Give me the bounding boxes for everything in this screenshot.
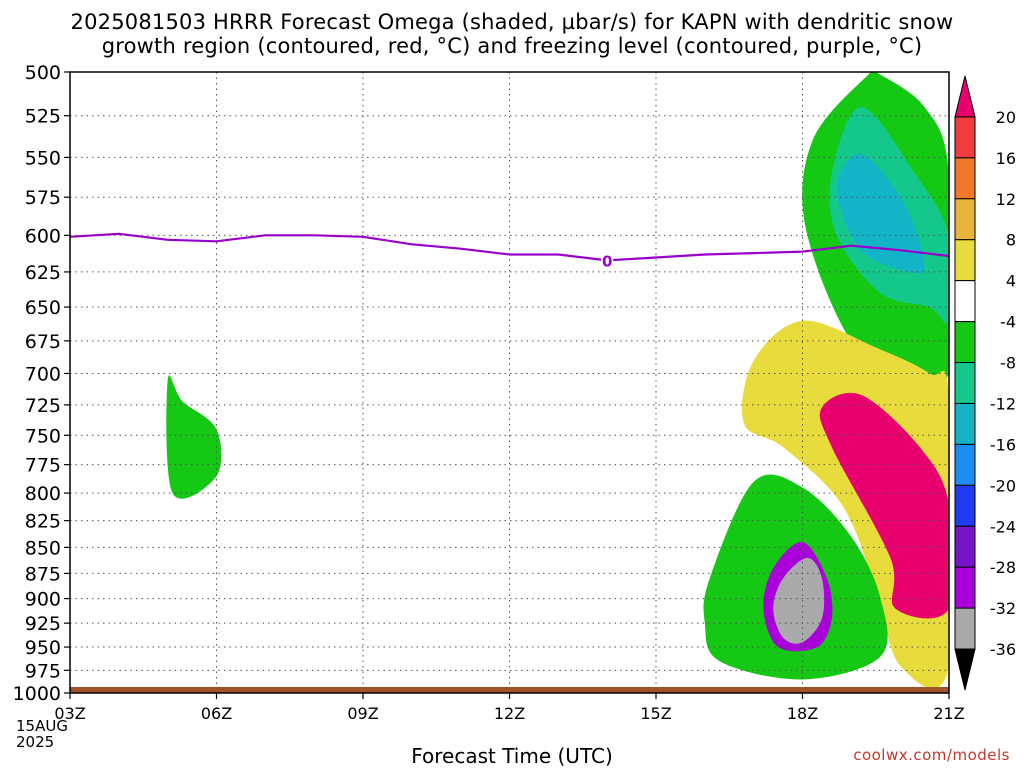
omega-region-3 xyxy=(836,153,925,274)
x-tick-label-03Z: 03Z xyxy=(54,704,85,723)
colorbar-bin-1 xyxy=(954,116,976,159)
y-tick-label-850: 850 xyxy=(25,537,61,559)
omega-region-0 xyxy=(166,375,222,499)
x-tick-label-15Z: 15Z xyxy=(640,704,671,723)
omega-shading xyxy=(166,72,949,689)
freezing-label-bg xyxy=(601,252,614,269)
colorbar-label-20: 20 xyxy=(996,108,1016,127)
colorbar-bin-4 xyxy=(954,239,976,282)
x-tick-label-12Z: 12Z xyxy=(494,704,525,723)
colorbar-label--36: -36 xyxy=(990,640,1016,659)
y-tick-label-675: 675 xyxy=(25,331,61,353)
freezing-line xyxy=(69,232,950,262)
grid xyxy=(70,72,949,693)
colorbar-label--8: -8 xyxy=(1000,354,1016,373)
y-tick-label-725: 725 xyxy=(25,395,61,417)
colorbar-bin-0 xyxy=(954,75,976,118)
freezing-level-contour: 0 xyxy=(69,232,950,270)
colorbar-bin-12 xyxy=(954,566,976,609)
colorbar-bin-11 xyxy=(954,525,976,568)
x-axis-label: Forecast Time (UTC) xyxy=(411,744,613,768)
omega-region-8 xyxy=(773,557,825,644)
date-line1: 15AUG xyxy=(16,717,68,735)
x-axis: 03Z 06Z 09Z 12Z 15Z 18Z 21Z xyxy=(54,693,965,723)
colorbar-bin-9 xyxy=(954,443,976,486)
y-tick-label-550: 550 xyxy=(25,147,61,169)
y-tick-label-800: 800 xyxy=(25,483,61,505)
y-tick-label-750: 750 xyxy=(25,425,61,447)
x-tick-label-21Z: 21Z xyxy=(933,704,964,723)
y-tick-label-1000: 1000 xyxy=(13,683,61,705)
colorbar-label--4: -4 xyxy=(1000,313,1016,332)
colorbar-bin-6 xyxy=(954,321,976,364)
chart-title-line1: 2025081503 HRRR Forecast Omega (shaded, … xyxy=(70,10,954,34)
x-tick-label-09Z: 09Z xyxy=(347,704,378,723)
freezing-label: 0 xyxy=(602,252,612,270)
y-tick-label-625: 625 xyxy=(25,262,61,284)
colorbar-label-4: 4 xyxy=(1006,272,1016,291)
colorbar-label--12: -12 xyxy=(990,394,1016,413)
colorbar-label-16: 16 xyxy=(996,149,1016,168)
colorbar-bin-3 xyxy=(954,198,976,241)
ground-strip xyxy=(70,687,949,693)
y-tick-label-600: 600 xyxy=(25,225,61,247)
y-tick-label-975: 975 xyxy=(25,660,61,682)
y-tick-label-500: 500 xyxy=(25,62,61,84)
y-tick-label-775: 775 xyxy=(25,455,61,477)
y-axis: 500 525 550 575 600 625 650 675 700 725 750 775 800 8… xyxy=(13,62,70,705)
y-tick-label-900: 900 xyxy=(25,589,61,611)
colorbar-label--20: -20 xyxy=(990,476,1016,495)
y-tick-label-825: 825 xyxy=(25,511,61,533)
x-tick-label-06Z: 06Z xyxy=(201,704,232,723)
y-tick-label-525: 525 xyxy=(25,106,61,128)
colorbar-label--16: -16 xyxy=(990,435,1016,454)
x-tick-label-18Z: 18Z xyxy=(787,704,818,723)
colorbar-bin-8 xyxy=(954,402,976,445)
date-label: 15AUG 2025 xyxy=(16,718,68,750)
colorbar-bin-2 xyxy=(954,157,976,200)
y-tick-label-875: 875 xyxy=(25,563,61,585)
colorbar-bin-7 xyxy=(954,362,976,404)
colorbar-label--32: -32 xyxy=(990,599,1016,618)
date-line2: 2025 xyxy=(16,733,55,751)
colorbar-label--28: -28 xyxy=(990,558,1016,577)
omega-region-5 xyxy=(819,392,949,619)
y-tick-label-575: 575 xyxy=(25,187,61,209)
colorbar-bin-14 xyxy=(954,648,976,691)
y-tick-label-700: 700 xyxy=(25,363,61,385)
colorbar-label-12: 12 xyxy=(996,190,1016,209)
y-tick-label-925: 925 xyxy=(25,613,61,635)
colorbar-bin-13 xyxy=(954,607,976,650)
chart-title-line2: growth region (contoured, red, °C) and f… xyxy=(101,34,923,58)
colorbar: 20 16 12 8 4 -4 -8 -12 -16 -20 -24 -28 -32 -36 xyxy=(954,75,1016,691)
ground-bar xyxy=(70,687,949,693)
y-tick-label-650: 650 xyxy=(25,297,61,319)
credit-link[interactable]: coolwx.com/models xyxy=(853,746,1010,764)
colorbar-label-8: 8 xyxy=(1006,231,1016,250)
colorbar-bin-5 xyxy=(954,280,976,323)
colorbar-bin-10 xyxy=(954,484,976,527)
y-tick-label-950: 950 xyxy=(25,637,61,659)
colorbar-label--24: -24 xyxy=(990,517,1016,536)
